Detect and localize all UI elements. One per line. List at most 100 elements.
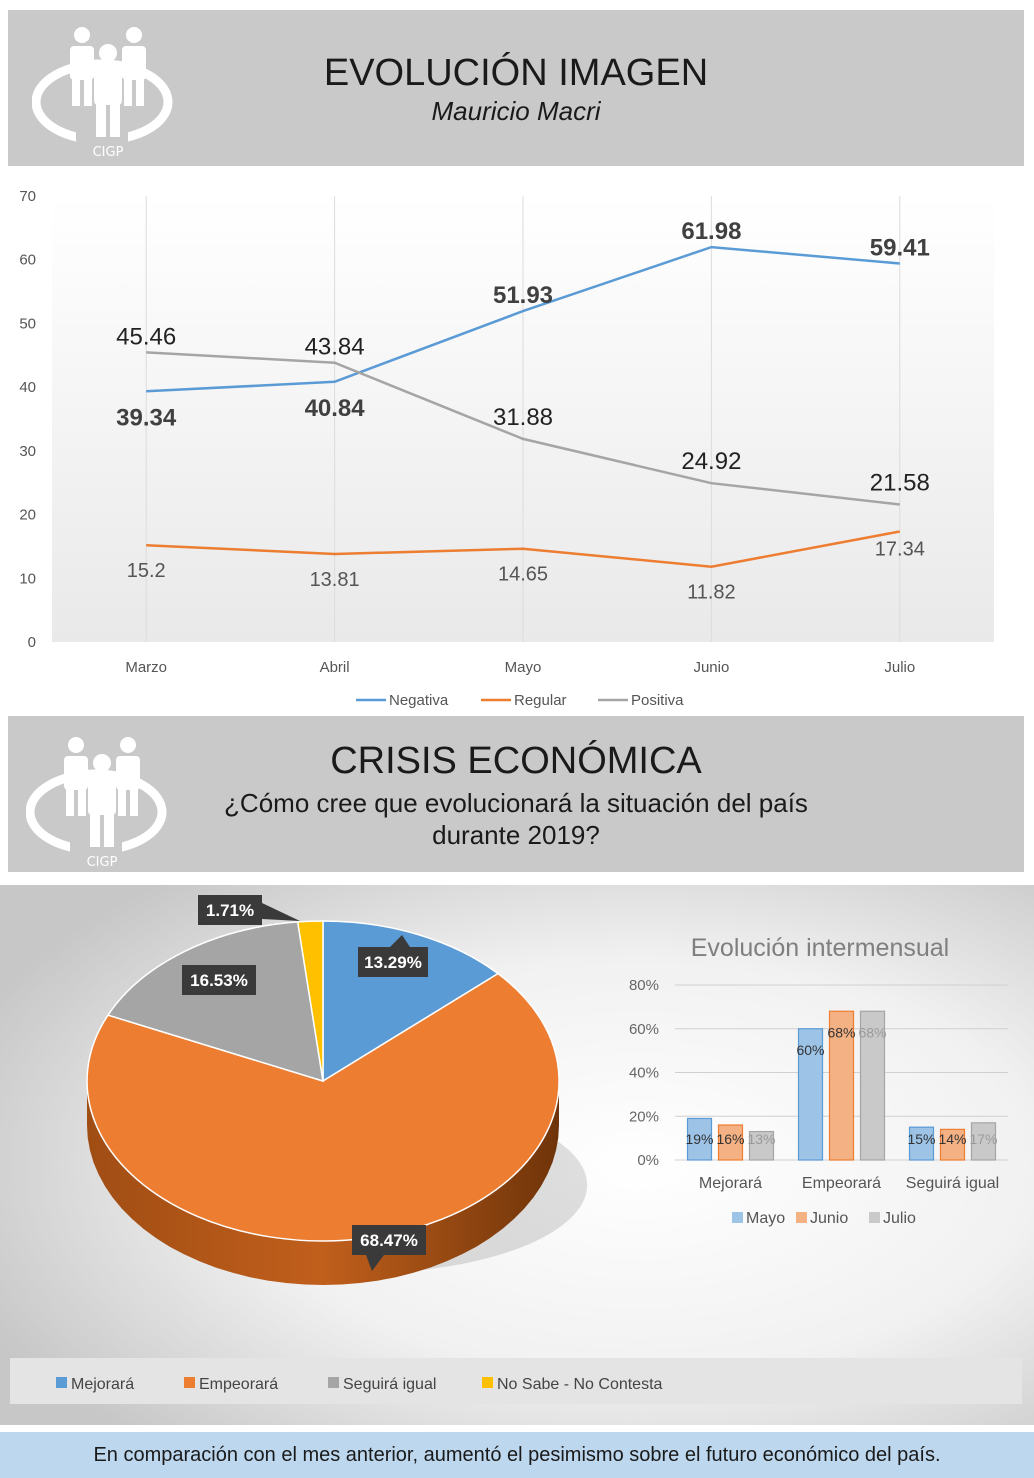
bar-julio	[859, 1010, 886, 1161]
bar-category-label: Seguirá igual	[906, 1175, 999, 1192]
pie-legend-label: Seguirá igual	[343, 1376, 436, 1393]
pie-legend-label: Empeorará	[199, 1376, 278, 1393]
data-label-regular: 11.82	[687, 582, 736, 604]
pie-side-empeorará	[87, 1081, 559, 1285]
bar-category-label: Mejorará	[699, 1175, 762, 1192]
bar-legend-swatch	[732, 1212, 743, 1223]
header-band-image: CIGP EVOLUCIÓN IMAGEN Mauricio Macri	[8, 10, 1024, 166]
people-logo-icon: CIGP	[32, 27, 173, 160]
bar-data-label: 17%	[969, 1131, 997, 1147]
bar-mayo	[908, 1126, 935, 1161]
bar-chart-title: Evolución intermensual	[691, 934, 949, 962]
pie-slice-no-sabe---no-contesta	[296, 920, 324, 1082]
data-label-regular: 15.2	[127, 560, 166, 582]
bar-mayo	[686, 1117, 713, 1161]
conclusion-footer: En comparación con el mes anterior, aume…	[0, 1432, 1034, 1478]
page-title-crisis: CRISIS ECONÓMICA	[330, 740, 702, 782]
legend-label: Regular	[514, 692, 567, 709]
question-line-2: durante 2019?	[432, 820, 600, 850]
bar-data-label: 13%	[747, 1131, 775, 1147]
svg-text:1.71%: 1.71%	[206, 901, 254, 920]
header-band-crisis: CIGP CRISIS ECONÓMICA ¿Cómo cree que evo…	[8, 716, 1024, 872]
y-tick-label: 40	[19, 379, 36, 396]
svg-text:16.53%: 16.53%	[190, 971, 248, 990]
series-line-regular	[146, 530, 901, 568]
bar-junio	[939, 1128, 966, 1161]
logo-text: CIGP	[87, 855, 118, 870]
pie-data-label: 1.71%	[198, 895, 300, 925]
bar-y-tick-label: 20%	[629, 1108, 659, 1125]
bar-category-label: Empeorará	[802, 1175, 881, 1192]
series-line-positiva	[146, 351, 900, 506]
data-label-negativa: 59.41	[870, 234, 930, 261]
x-tick-label: Abril	[320, 659, 350, 676]
pie-legend-swatch	[184, 1377, 195, 1388]
x-tick-label: Mayo	[505, 659, 542, 676]
bar-data-label: 19%	[685, 1131, 713, 1147]
pie-legend-box	[10, 1358, 1022, 1404]
pie-data-label: 13.29%	[358, 935, 428, 977]
pie-legend-label: No Sabe - No Contesta	[497, 1376, 663, 1393]
bar-mayo	[797, 1028, 824, 1161]
data-label-negativa: 61.98	[681, 218, 741, 245]
data-label-negativa: 40.84	[305, 395, 366, 422]
bar-data-label: 16%	[716, 1131, 744, 1147]
series-line-negativa	[146, 245, 900, 393]
page-title-image: EVOLUCIÓN IMAGEN	[323, 52, 709, 94]
bar-y-tick-label: 0%	[637, 1152, 659, 1169]
bar-y-tick-label: 40%	[629, 1065, 659, 1082]
bar-legend-label: Mayo	[746, 1210, 785, 1227]
y-tick-label: 70	[19, 188, 36, 205]
people-logo-icon: CIGP	[26, 737, 167, 870]
y-tick-label: 30	[19, 443, 36, 460]
bar-y-tick-label: 80%	[629, 977, 659, 994]
pie-data-label: 68.47%	[352, 1225, 426, 1271]
data-label-negativa: 39.34	[116, 404, 177, 431]
bar-junio	[717, 1124, 744, 1161]
y-tick-label: 20	[19, 507, 36, 524]
data-label-positiva: 31.88	[493, 404, 553, 431]
bar-legend-label: Julio	[883, 1210, 916, 1227]
bar-legend-swatch	[796, 1212, 807, 1223]
pie-legend-label: Mejorará	[71, 1376, 134, 1393]
legend-label: Positiva	[631, 692, 684, 709]
y-tick-label: 0	[28, 634, 36, 651]
bar-julio	[748, 1130, 775, 1161]
pie-legend-swatch	[482, 1377, 493, 1388]
data-label-positiva: 21.58	[870, 470, 930, 497]
bar-data-label: 15%	[907, 1131, 935, 1147]
question-line-1: ¿Cómo cree que evolucionará la situación…	[224, 788, 808, 818]
legend-label: Negativa	[389, 692, 449, 709]
bar-legend-label: Junio	[810, 1210, 848, 1227]
svg-text:68.47%: 68.47%	[360, 1231, 418, 1250]
logo-text: CIGP	[93, 145, 124, 160]
bar-data-label: 68%	[858, 1024, 886, 1040]
svg-text:13.29%: 13.29%	[364, 953, 422, 972]
data-label-regular: 14.65	[498, 564, 548, 586]
page-subtitle-image: Mauricio Macri	[431, 96, 601, 126]
pie-legend-swatch	[56, 1377, 67, 1388]
data-label-positiva: 45.46	[116, 323, 176, 350]
bar-data-label: 14%	[938, 1131, 966, 1147]
x-tick-label: Marzo	[125, 659, 167, 676]
data-label-positiva: 43.84	[305, 334, 365, 361]
data-label-regular: 13.81	[310, 569, 360, 591]
line-chart: 0 10 20 30 40 50 60 70 Marzo Abril Mayo Junio Julio 3…	[19, 188, 994, 709]
x-tick-label: Junio	[693, 659, 729, 676]
bar-junio	[828, 1010, 855, 1161]
bar-legend-swatch	[869, 1212, 880, 1223]
y-tick-label: 50	[19, 315, 36, 332]
pie-legend-swatch	[328, 1377, 339, 1388]
bar-data-label: 60%	[796, 1042, 824, 1058]
bar-y-tick-label: 60%	[629, 1021, 659, 1038]
crisis-chart-panel: 13.29% 68.47% 16.53% 1.71% Evolución interme…	[0, 885, 1034, 1425]
bar-julio	[970, 1122, 997, 1161]
data-label-regular: 17.34	[875, 539, 925, 561]
pie-slice-seguirá-igual	[106, 921, 324, 1083]
pie-data-label: 16.53%	[182, 965, 256, 995]
data-label-positiva: 24.92	[681, 448, 741, 475]
y-tick-label: 10	[19, 570, 36, 587]
data-label-negativa: 51.93	[493, 282, 553, 309]
bar-data-label: 68%	[827, 1024, 855, 1040]
y-tick-label: 60	[19, 252, 36, 269]
